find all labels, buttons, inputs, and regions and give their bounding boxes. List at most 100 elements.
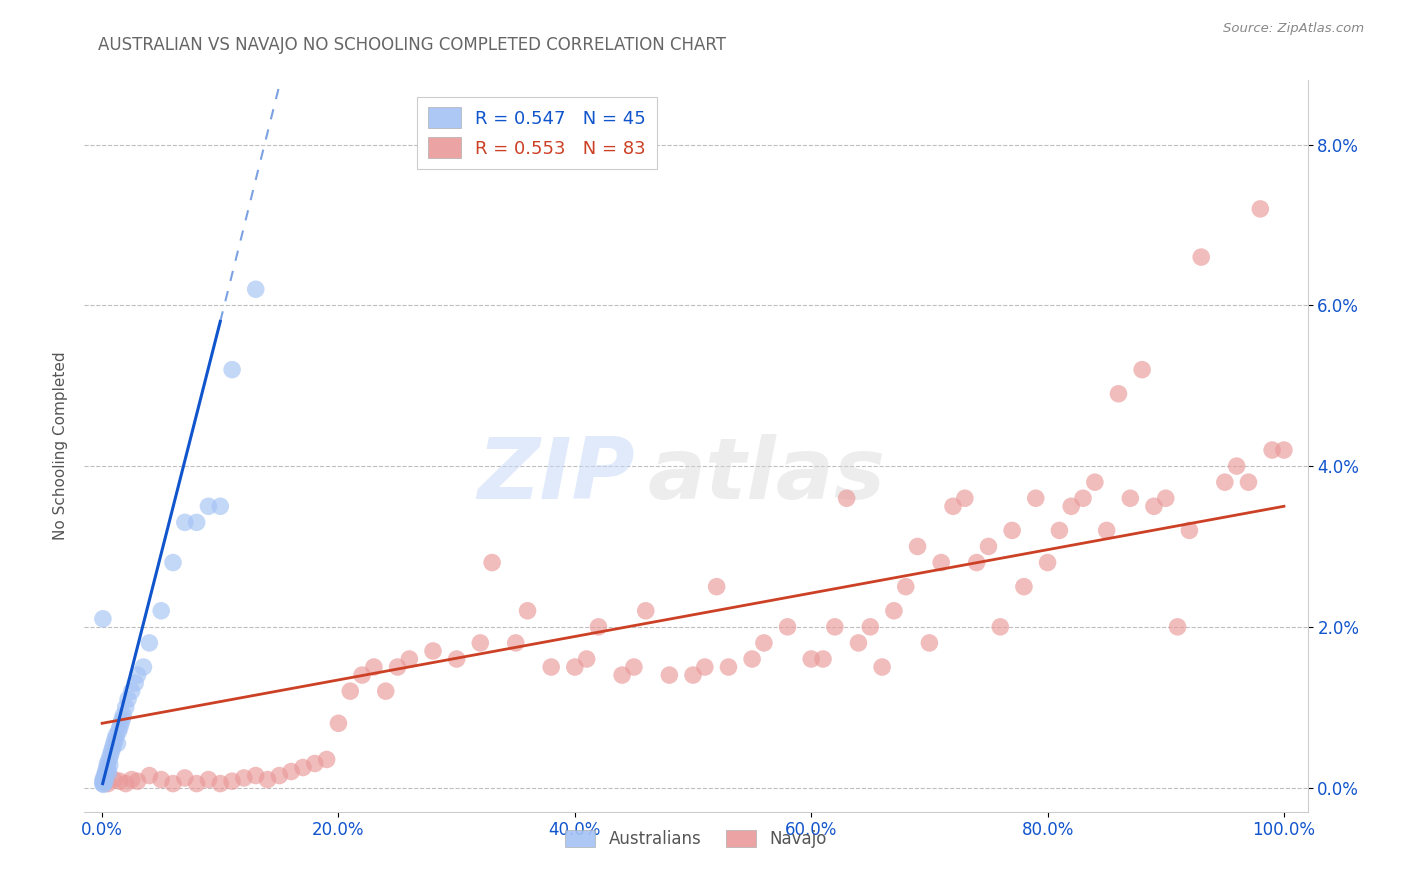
Point — [121, 684, 143, 698]
Point — [470, 636, 492, 650]
Point — [1012, 580, 1035, 594]
Point — [100, 744, 122, 758]
Point — [91, 776, 114, 790]
Point — [374, 684, 396, 698]
Point — [221, 774, 243, 789]
Point — [112, 708, 135, 723]
Point — [121, 772, 143, 787]
Point — [588, 620, 610, 634]
Point — [269, 768, 291, 782]
Point — [98, 758, 121, 772]
Point — [1084, 475, 1107, 490]
Point — [209, 500, 232, 514]
Point — [741, 652, 763, 666]
Point — [1047, 524, 1070, 538]
Point — [103, 772, 125, 787]
Point — [575, 652, 598, 666]
Point — [97, 776, 120, 790]
Y-axis label: No Schooling Completed: No Schooling Completed — [52, 351, 67, 541]
Point — [1189, 250, 1212, 264]
Point — [1071, 491, 1094, 506]
Point — [107, 724, 129, 739]
Point — [1237, 475, 1260, 490]
Point — [907, 540, 929, 554]
Point — [693, 660, 716, 674]
Point — [197, 500, 219, 514]
Point — [894, 580, 917, 594]
Point — [883, 604, 905, 618]
Point — [811, 652, 834, 666]
Point — [91, 774, 114, 789]
Point — [1249, 202, 1271, 216]
Point — [245, 282, 267, 296]
Point — [1060, 500, 1083, 514]
Point — [150, 772, 173, 787]
Point — [186, 516, 208, 530]
Text: Source: ZipAtlas.com: Source: ZipAtlas.com — [1223, 22, 1364, 36]
Point — [304, 756, 326, 771]
Point — [91, 772, 114, 787]
Point — [280, 764, 302, 779]
Point — [292, 760, 315, 774]
Point — [221, 362, 243, 376]
Point — [173, 516, 195, 530]
Point — [98, 748, 121, 763]
Point — [256, 772, 278, 787]
Point — [1154, 491, 1177, 506]
Point — [859, 620, 882, 634]
Point — [706, 580, 728, 594]
Point — [94, 774, 117, 789]
Point — [93, 776, 115, 790]
Point — [929, 556, 952, 570]
Point — [870, 660, 893, 674]
Point — [1213, 475, 1236, 490]
Point — [1178, 524, 1201, 538]
Point — [1095, 524, 1118, 538]
Point — [516, 604, 538, 618]
Point — [162, 776, 184, 790]
Point — [94, 764, 117, 779]
Point — [610, 668, 633, 682]
Point — [93, 771, 115, 785]
Point — [1130, 362, 1153, 376]
Point — [108, 774, 131, 789]
Point — [800, 652, 823, 666]
Point — [752, 636, 775, 650]
Point — [111, 712, 134, 726]
Point — [132, 660, 155, 674]
Point — [114, 700, 136, 714]
Point — [96, 760, 118, 774]
Point — [1143, 500, 1166, 514]
Text: atlas: atlas — [647, 434, 886, 516]
Point — [339, 684, 361, 698]
Point — [232, 771, 254, 785]
Point — [352, 668, 374, 682]
Point — [173, 771, 195, 785]
Point — [918, 636, 941, 650]
Point — [96, 766, 118, 780]
Point — [953, 491, 976, 506]
Point — [1001, 524, 1024, 538]
Point — [848, 636, 870, 650]
Point — [446, 652, 468, 666]
Point — [162, 556, 184, 570]
Point — [1119, 491, 1142, 506]
Point — [127, 668, 149, 682]
Point — [824, 620, 846, 634]
Point — [776, 620, 799, 634]
Point — [387, 660, 409, 674]
Point — [328, 716, 350, 731]
Point — [1036, 556, 1059, 570]
Point — [209, 776, 232, 790]
Point — [1025, 491, 1047, 506]
Point — [634, 604, 657, 618]
Point — [105, 728, 128, 742]
Point — [505, 636, 527, 650]
Point — [93, 772, 115, 787]
Point — [1108, 386, 1130, 401]
Point — [564, 660, 586, 674]
Legend: Australians, Navajo: Australians, Navajo — [558, 823, 834, 855]
Point — [104, 732, 127, 747]
Text: AUSTRALIAN VS NAVAJO NO SCHOOLING COMPLETED CORRELATION CHART: AUSTRALIAN VS NAVAJO NO SCHOOLING COMPLE… — [98, 36, 727, 54]
Point — [117, 692, 139, 706]
